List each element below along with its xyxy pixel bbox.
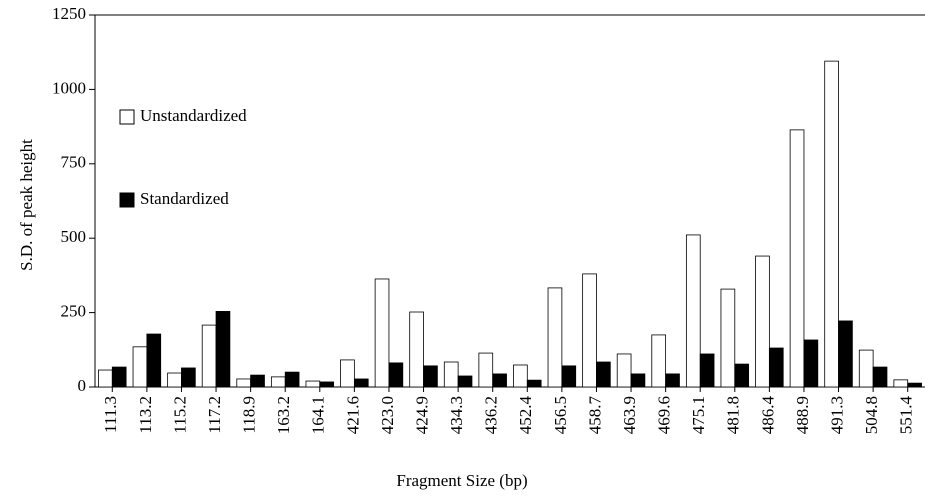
x-tick-label: 111.3 — [101, 396, 120, 433]
bar — [803, 339, 819, 388]
x-tick-label: 163.2 — [274, 396, 293, 434]
y-axis-label: S.D. of peak height — [17, 139, 36, 271]
x-tick-label: 551.4 — [897, 396, 916, 435]
bar — [353, 378, 369, 388]
bar — [374, 278, 390, 388]
bar — [513, 364, 528, 388]
bar — [98, 369, 113, 388]
legend-swatch — [119, 109, 135, 125]
bar — [755, 255, 770, 388]
y-tick-label: 500 — [61, 227, 87, 246]
bar — [457, 375, 473, 388]
bar — [789, 129, 805, 388]
bar — [443, 361, 459, 388]
bar — [630, 373, 646, 388]
x-tick-label: 488.9 — [793, 396, 812, 434]
bar — [651, 334, 667, 388]
bar — [858, 349, 874, 388]
bar — [492, 373, 507, 388]
bar — [132, 346, 148, 388]
bar — [685, 234, 701, 388]
legend-swatch — [119, 192, 135, 208]
x-axis-label: Fragment Size (bp) — [396, 471, 527, 490]
x-tick-label: 424.9 — [412, 396, 431, 434]
bar — [305, 380, 321, 388]
x-tick-label: 164.1 — [309, 396, 328, 434]
bar — [250, 374, 265, 388]
bar — [824, 60, 839, 388]
legend-label: Standardized — [140, 189, 229, 208]
bar — [768, 347, 784, 388]
bar — [872, 366, 888, 388]
bar — [907, 382, 922, 388]
bar — [547, 287, 563, 388]
bar — [340, 359, 355, 388]
x-tick-label: 463.9 — [620, 396, 639, 434]
x-tick-label: 423.0 — [378, 396, 397, 434]
bar — [699, 353, 715, 388]
bar — [893, 379, 909, 388]
bar — [146, 333, 162, 388]
y-tick-label: 1000 — [52, 78, 86, 97]
bar — [236, 378, 252, 388]
x-tick-label: 486.4 — [758, 396, 777, 435]
y-tick-label: 1250 — [52, 4, 86, 23]
x-tick-label: 469.6 — [655, 396, 674, 434]
bar — [201, 324, 217, 388]
y-tick-label: 250 — [61, 302, 87, 321]
bar — [838, 320, 853, 388]
x-tick-label: 113.2 — [136, 396, 155, 434]
bar — [167, 372, 182, 388]
x-tick-label: 117.2 — [205, 396, 224, 434]
bar — [388, 362, 404, 388]
bar — [319, 381, 335, 388]
bar — [409, 311, 424, 388]
x-tick-label: 456.5 — [551, 396, 570, 434]
bar — [526, 379, 542, 388]
bar — [111, 366, 127, 388]
bar — [215, 311, 231, 388]
bar — [270, 376, 286, 388]
x-tick-label: 504.8 — [862, 396, 881, 434]
bar — [284, 371, 300, 388]
bar — [616, 353, 632, 388]
x-tick-label: 481.8 — [724, 396, 743, 434]
x-tick-label: 115.2 — [170, 396, 189, 434]
x-tick-label: 458.7 — [585, 396, 604, 435]
legend-label: Unstandardized — [140, 106, 247, 125]
bar — [582, 273, 597, 388]
y-tick-label: 750 — [61, 153, 87, 172]
bar — [665, 373, 680, 388]
x-tick-label: 436.2 — [482, 396, 501, 434]
x-tick-label: 475.1 — [689, 396, 708, 434]
bar — [478, 352, 494, 388]
bar — [423, 365, 438, 388]
x-tick-label: 491.3 — [827, 396, 846, 434]
y-tick-label: 0 — [78, 376, 87, 395]
x-tick-label: 452.4 — [516, 396, 535, 435]
x-tick-label: 434.3 — [447, 396, 466, 434]
x-tick-label: 118.9 — [240, 396, 259, 434]
bar — [720, 288, 736, 388]
bar — [181, 367, 196, 388]
bar — [596, 361, 611, 388]
x-tick-label: 421.6 — [343, 396, 362, 434]
bar — [561, 365, 577, 388]
bar — [734, 363, 750, 388]
